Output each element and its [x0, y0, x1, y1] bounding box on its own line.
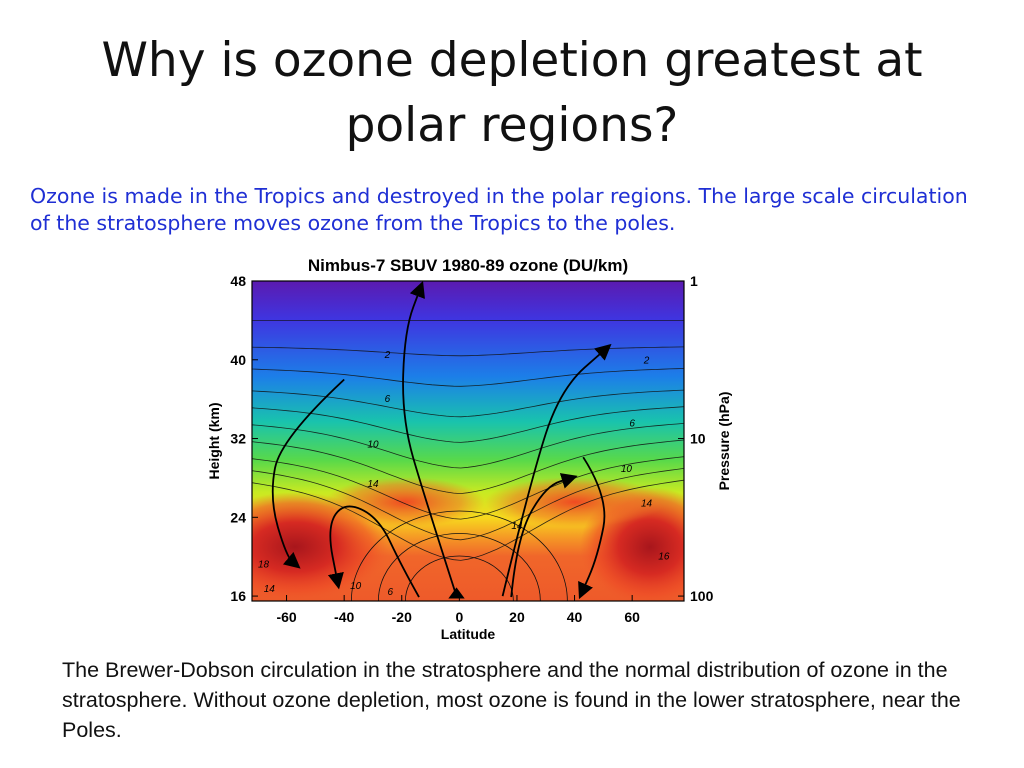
slide-subtitle: Ozone is made in the Tropics and destroy…: [30, 184, 968, 235]
y-tick-label: 32: [230, 431, 246, 447]
circulation-arrow-center-right-up: [501, 343, 612, 597]
circulation-arrow-right-inner: [510, 473, 578, 598]
y2-axis: 1 10 100: [678, 273, 714, 604]
y2-tick-label: 1: [690, 273, 698, 289]
contour-label: 10: [350, 581, 362, 592]
contour-label: 14: [367, 479, 379, 490]
x-tick-label: -60: [276, 609, 296, 625]
y-tick-label: 40: [230, 352, 246, 368]
contour-label: 2: [643, 356, 650, 367]
x-tick-label: 0: [455, 609, 463, 625]
contour-label: 2: [384, 350, 391, 361]
contour-label: 14: [641, 498, 653, 509]
y-tick-label: 24: [230, 509, 246, 525]
midlatitude-band-right: [485, 477, 665, 527]
contour-line: [252, 456, 684, 520]
chart-title: Nimbus-7 SBUV 1980-89 ozone (DU/km): [308, 256, 628, 275]
contour-line: [350, 510, 568, 601]
contour-label: 10: [367, 439, 379, 450]
circulation-arrow-left-outer: [271, 378, 345, 569]
heatmap-field: 2 2 6 6 10 10 14 14 14 18 14 10 6 16: [252, 281, 684, 601]
figure-caption: The Brewer-Dobson circulation in the str…: [62, 658, 961, 742]
contour-label: 14: [511, 521, 523, 532]
circulation-arrows: [271, 281, 612, 600]
x-tick-label: 20: [509, 609, 525, 625]
contour-label: 6: [629, 419, 635, 430]
slide-title: Why is ozone depletion greatest at polar…: [101, 33, 923, 153]
contour-line: [252, 346, 684, 357]
circulation-arrow-left-inner: [327, 505, 420, 598]
contour-line: [404, 555, 514, 601]
contour-labels: 2 2 6 6 10 10 14 14 14 18 14 10 6 16: [258, 350, 670, 598]
contour-line: [252, 439, 684, 495]
y-axis-label: Height (km): [206, 403, 222, 480]
contour-line: [252, 479, 684, 561]
x-tick-label: -20: [392, 609, 412, 625]
contour-line: [252, 389, 684, 418]
x-axis-label: Latitude: [441, 626, 496, 642]
x-tick-label: 60: [624, 609, 640, 625]
y-axis: 48 40 32 24 16: [230, 273, 258, 604]
contour-label: 16: [658, 552, 670, 563]
contour-label: 14: [264, 584, 276, 595]
contour-label: 6: [385, 394, 391, 405]
midlatitude-band-left: [325, 477, 485, 527]
y2-tick-label: 100: [690, 588, 714, 604]
plot-frame: [251, 280, 685, 602]
contour-line: [377, 533, 541, 601]
contour-line: [252, 468, 684, 541]
contour-line: [252, 406, 684, 443]
circulation-arrowhead: [448, 587, 465, 599]
y-tick-label: 48: [230, 273, 246, 289]
circulation-arrow-right-outer: [578, 456, 606, 600]
contour-lines: [252, 320, 684, 601]
x-axis: -60 -40 -20 0 20 40 60: [276, 595, 640, 625]
circulation-arrow-center-left-up: [402, 281, 458, 597]
contour-label: 6: [387, 587, 393, 598]
contour-line: [252, 423, 684, 469]
y2-axis-label: Pressure (hPa): [716, 392, 732, 491]
ozone-chart: Nimbus-7 SBUV 1980-89 ozone (DU/km) 2 2 6 6…: [206, 256, 732, 642]
x-tick-label: -40: [334, 609, 354, 625]
contour-label: 18: [258, 560, 270, 571]
contour-label: 10: [621, 464, 633, 475]
y2-tick-label: 10: [690, 431, 706, 447]
y-tick-label: 16: [230, 588, 246, 604]
x-tick-label: 40: [567, 609, 583, 625]
contour-line: [252, 368, 684, 387]
